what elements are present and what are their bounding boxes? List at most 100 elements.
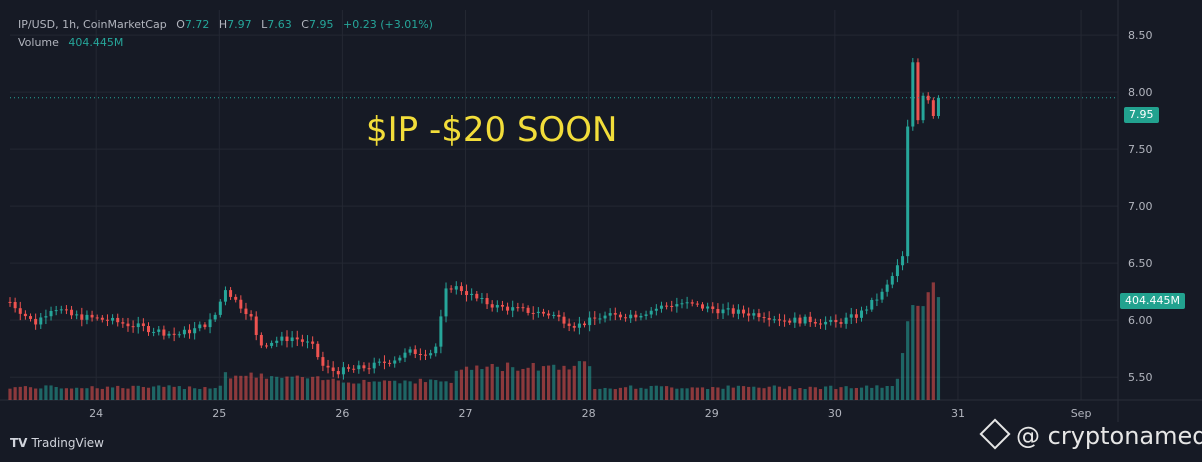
candle-body (936, 97, 940, 117)
volume-bar (531, 362, 535, 400)
volume-bar (900, 353, 905, 400)
candle-body (90, 314, 94, 318)
candle-body (865, 309, 869, 311)
y-tick-label: 8.50 (1128, 29, 1153, 42)
candle-body (629, 314, 633, 319)
candle-body (788, 320, 792, 323)
volume-bar (182, 389, 187, 400)
volume-bar (552, 364, 556, 400)
candle-body (777, 319, 781, 321)
volume-bar (228, 378, 233, 400)
candle-body (588, 317, 592, 326)
candle-body (521, 307, 525, 309)
volume-bar (577, 361, 581, 400)
candle-body (562, 316, 566, 324)
candle-body (603, 315, 607, 319)
candle-body (583, 323, 587, 326)
candle-body (767, 317, 771, 320)
candle-body (249, 314, 253, 317)
candle-body (188, 329, 192, 334)
candle-body (439, 316, 443, 347)
candle-body (685, 302, 689, 304)
volume-bar (500, 371, 505, 400)
volume-bar (654, 385, 658, 400)
tradingview-logo[interactable]: TV TradingView (10, 436, 104, 450)
candle-body (654, 308, 658, 311)
volume-bar (105, 386, 110, 400)
x-tick-label: 29 (705, 407, 719, 420)
x-tick-label: Sep (1071, 407, 1092, 420)
volume-bar (767, 386, 771, 400)
candle-body (372, 362, 376, 369)
candle-body (716, 308, 720, 314)
legend-high: 7.97 (227, 18, 252, 31)
volume-bar (454, 370, 458, 400)
volume-bar (39, 388, 43, 400)
volume-bar (813, 387, 817, 400)
candle-body (449, 288, 453, 290)
volume-bar (762, 388, 766, 400)
volume-bar (670, 387, 674, 400)
candle-body (901, 256, 905, 266)
candle-body (403, 352, 407, 358)
candle-body (834, 319, 838, 323)
candle-body (182, 329, 186, 335)
volume-bar (562, 365, 566, 400)
candle-body (516, 307, 520, 309)
volume-bar (916, 305, 920, 400)
candle-body (167, 333, 171, 336)
candle-body (701, 304, 704, 309)
volume-bar (208, 388, 212, 400)
candle-body (844, 317, 848, 324)
x-tick-label: 24 (89, 407, 103, 420)
volume-bar (300, 377, 304, 400)
candle-body (783, 320, 787, 322)
volume-bar (849, 388, 853, 400)
candle-body (480, 298, 484, 300)
candle-body (75, 314, 79, 316)
volume-bar (808, 386, 812, 400)
volume-bar (875, 385, 879, 400)
legend-close: 7.95 (308, 18, 334, 31)
volume-bar (69, 388, 74, 400)
candle-body (254, 316, 258, 335)
volume-bar (885, 385, 889, 400)
candle-body (29, 316, 33, 319)
candle-body (136, 323, 140, 328)
volume-bar (793, 389, 797, 400)
legend-low-label: L (261, 18, 268, 31)
volume-bar (593, 389, 597, 400)
candle-body (193, 328, 197, 334)
volume-bar (521, 368, 525, 400)
candle-body (70, 309, 74, 316)
candle-body (341, 367, 345, 375)
watermark-text: @ cryptonamed (1016, 422, 1202, 450)
candle-body (577, 323, 581, 328)
volume-bar (721, 388, 725, 400)
volume-bar (834, 389, 838, 400)
candle-body (552, 314, 556, 316)
candle-body (408, 349, 412, 353)
volume-bar (706, 389, 710, 400)
x-tick-label: 26 (335, 407, 349, 420)
candle-body (398, 357, 402, 361)
candle-body (911, 62, 915, 127)
y-tick-label: 7.00 (1128, 200, 1153, 213)
volume-bar (439, 381, 443, 400)
candle-body (147, 326, 150, 333)
candle-body (736, 309, 740, 314)
candle-body (357, 365, 361, 370)
candle-body (885, 284, 889, 292)
volume-bar (926, 292, 930, 400)
candle-body (757, 313, 761, 318)
candle-body (531, 312, 535, 314)
candle-body (572, 325, 576, 328)
volume-bar (870, 387, 874, 400)
volume-bar (649, 385, 653, 400)
volume-bar (541, 366, 546, 400)
volume-bar (321, 380, 325, 400)
candle-body (613, 313, 617, 315)
volume-bar (352, 383, 356, 400)
